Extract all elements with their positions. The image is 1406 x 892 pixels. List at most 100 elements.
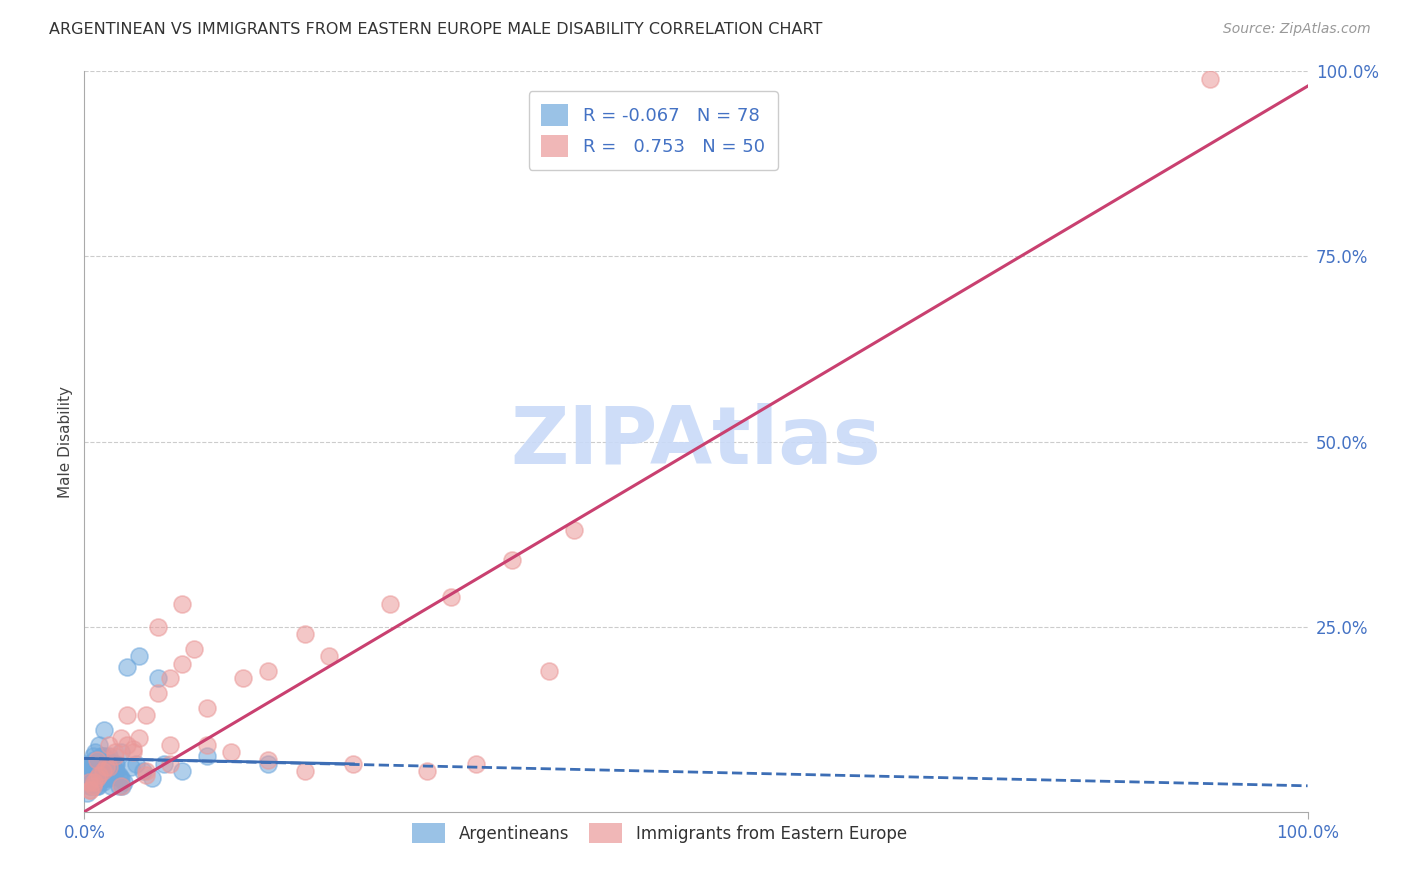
Y-axis label: Male Disability: Male Disability <box>58 385 73 498</box>
Point <box>82 772 104 786</box>
Point <box>96 764 118 778</box>
Point <box>87 779 110 793</box>
Point <box>153 756 176 771</box>
Point <box>380 598 402 612</box>
Point <box>86 756 108 771</box>
Point <box>83 753 105 767</box>
Point <box>107 779 129 793</box>
Point <box>294 627 316 641</box>
Point <box>87 764 110 778</box>
Point <box>100 756 122 771</box>
Point <box>232 672 254 686</box>
Point <box>96 753 118 767</box>
Point <box>146 686 169 700</box>
Point <box>159 672 181 686</box>
Point <box>97 753 120 767</box>
Point <box>77 772 100 786</box>
Point <box>108 772 131 786</box>
Point <box>89 753 111 767</box>
Point <box>342 756 364 771</box>
Point <box>107 767 129 781</box>
Point <box>97 764 120 778</box>
Point <box>135 764 157 778</box>
Point <box>90 749 112 764</box>
Point <box>159 738 181 752</box>
Point <box>86 779 108 793</box>
Point <box>84 746 107 760</box>
Point <box>77 775 100 789</box>
Point <box>183 641 205 656</box>
Point <box>112 775 135 789</box>
Point <box>502 553 524 567</box>
Point <box>110 772 132 786</box>
Point <box>83 764 105 778</box>
Point <box>128 649 150 664</box>
Point <box>172 657 194 671</box>
Point <box>104 764 127 778</box>
Point <box>77 775 100 789</box>
Point <box>91 749 114 764</box>
Point <box>89 764 111 778</box>
Point <box>100 760 122 774</box>
Point <box>120 760 142 774</box>
Point <box>195 701 218 715</box>
Point <box>77 764 100 778</box>
Point <box>87 772 110 786</box>
Point <box>104 756 127 771</box>
Point <box>111 779 134 793</box>
Point <box>122 746 145 760</box>
Point <box>110 731 132 745</box>
Point <box>79 764 101 778</box>
Point <box>172 598 194 612</box>
Point <box>82 764 104 778</box>
Point <box>86 772 108 786</box>
Point <box>87 764 110 778</box>
Point <box>79 764 101 778</box>
Point <box>195 738 218 752</box>
Point <box>219 746 242 760</box>
Point <box>103 760 125 774</box>
Point <box>75 756 97 771</box>
Point <box>172 764 194 778</box>
Point <box>115 660 138 674</box>
Point <box>91 775 114 789</box>
Point <box>416 764 439 778</box>
Point <box>80 779 103 793</box>
Point <box>294 764 316 778</box>
Point <box>100 779 122 793</box>
Point <box>87 767 110 781</box>
Point <box>97 772 120 786</box>
Point <box>83 764 105 778</box>
Point <box>318 649 340 664</box>
Point <box>93 723 115 738</box>
Point <box>1198 71 1220 86</box>
Point <box>79 782 101 797</box>
Point <box>82 749 104 764</box>
Point <box>464 756 486 771</box>
Point <box>110 779 132 793</box>
Point <box>79 782 101 797</box>
Point <box>97 738 120 752</box>
Point <box>195 749 218 764</box>
Point <box>146 672 169 686</box>
Point <box>89 772 111 786</box>
Point <box>103 764 125 778</box>
Point <box>84 756 107 771</box>
Point <box>77 772 100 786</box>
Point <box>105 756 128 771</box>
Point <box>83 775 105 789</box>
Point <box>82 779 104 793</box>
Point <box>93 756 115 771</box>
Point <box>76 786 98 800</box>
Point <box>82 756 104 771</box>
Point <box>97 749 120 764</box>
Point <box>86 775 108 789</box>
Point <box>440 590 463 604</box>
Point <box>257 756 280 771</box>
Point <box>80 756 103 771</box>
Point <box>84 779 107 793</box>
Point <box>79 779 101 793</box>
Point <box>538 664 561 678</box>
Point <box>257 664 280 678</box>
Point <box>77 772 100 786</box>
